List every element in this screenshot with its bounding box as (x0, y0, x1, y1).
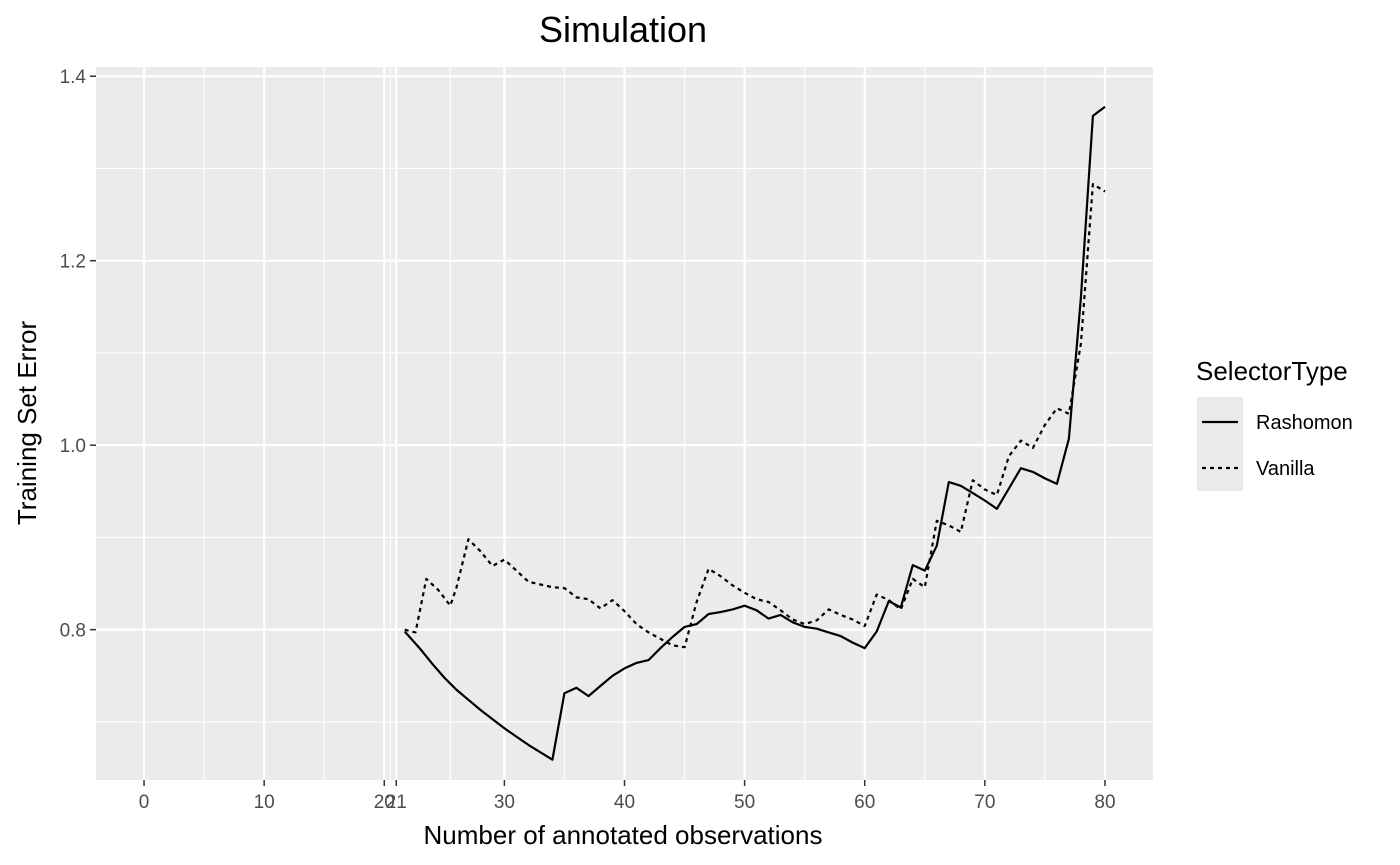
legend: SelectorType Rashomon Vanilla (1196, 356, 1353, 491)
chart-title: Simulation (539, 9, 707, 50)
series-line-rashomon (403, 105, 1106, 761)
legend-label-vanilla: Vanilla (1256, 458, 1315, 480)
y-tick-label-3: 1.4 (60, 67, 87, 88)
y-axis-title: Training Set Error (12, 321, 42, 526)
x-tick-label-2: 20 (374, 792, 395, 813)
x-tick-label-3: 21 (386, 792, 407, 813)
x-tick-label-7: 60 (854, 792, 875, 813)
legend-key-background (1197, 397, 1243, 491)
x-tick-label-8: 70 (974, 792, 995, 813)
x-tick-label-6: 50 (734, 792, 755, 813)
legend-title: SelectorType (1196, 356, 1348, 386)
series-lines (403, 105, 1106, 761)
x-tick-label-0: 0 (139, 792, 150, 813)
series-line-vanilla (404, 183, 1106, 649)
x-axis-title: Number of annotated observations (424, 820, 823, 850)
legend-label-rashomon: Rashomon (1256, 412, 1353, 434)
y-tick-label-2: 1.2 (60, 252, 86, 273)
y-tick-label-0: 0.8 (60, 621, 86, 642)
x-tick-label-5: 40 (614, 792, 635, 813)
x-tick-label-1: 10 (254, 792, 275, 813)
x-tick-label-4: 30 (494, 792, 515, 813)
x-tick-label-9: 80 (1094, 792, 1115, 813)
grid-lines (96, 67, 1153, 780)
y-tick-label-1: 1.0 (60, 436, 86, 457)
